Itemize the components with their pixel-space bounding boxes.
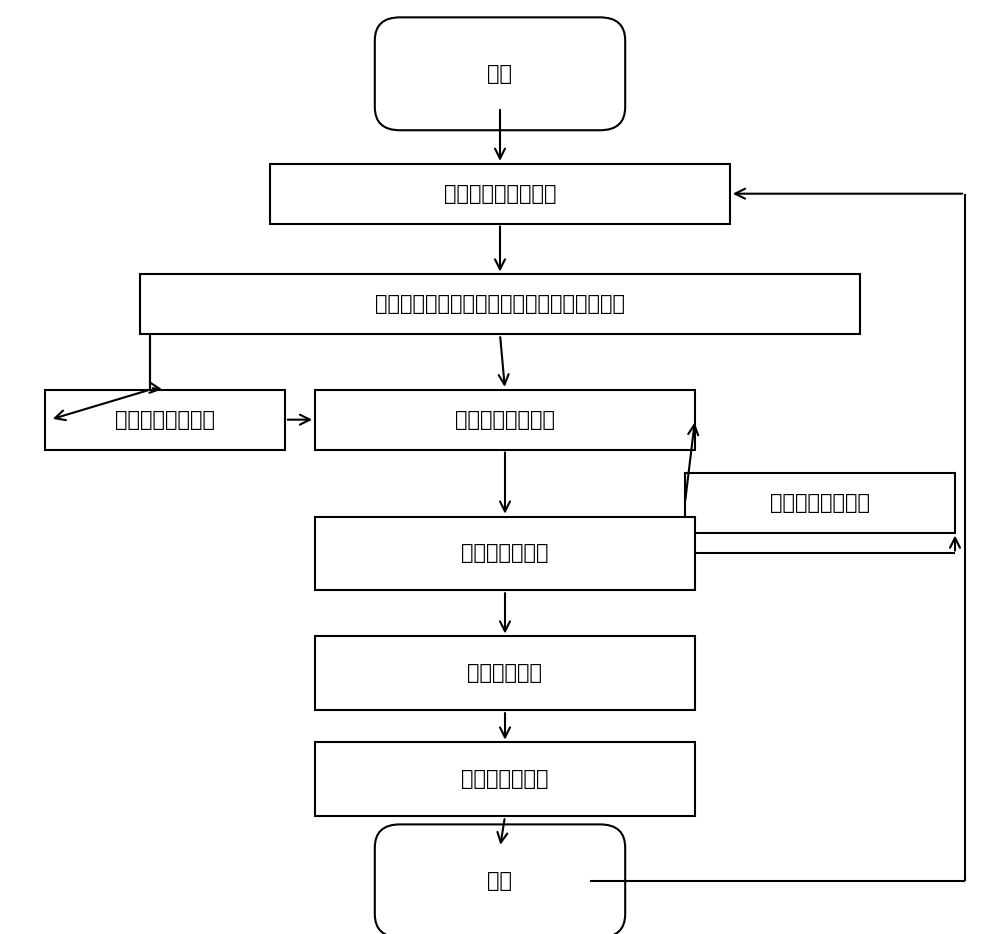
FancyBboxPatch shape <box>315 517 695 590</box>
Text: 车辆目标分析: 车辆目标分析 <box>468 663 542 684</box>
Text: 运动目标预处理: 运动目标预处理 <box>461 544 549 563</box>
FancyBboxPatch shape <box>315 743 695 816</box>
FancyBboxPatch shape <box>315 636 695 710</box>
Text: 车辆统计并输出: 车辆统计并输出 <box>461 770 549 789</box>
Text: 设置横向主副双虚拟检测线和纵向虚拟检测线: 设置横向主副双虚拟检测线和纵向虚拟检测线 <box>375 294 625 315</box>
Text: 开始: 开始 <box>488 64 512 84</box>
FancyBboxPatch shape <box>375 18 625 130</box>
FancyBboxPatch shape <box>315 389 695 449</box>
Text: 自适应的背景更新: 自适应的背景更新 <box>770 492 870 513</box>
FancyBboxPatch shape <box>140 275 860 334</box>
FancyBboxPatch shape <box>270 163 730 223</box>
FancyBboxPatch shape <box>685 473 955 532</box>
Text: 采集并输入视频图像: 采集并输入视频图像 <box>444 184 556 204</box>
FancyBboxPatch shape <box>375 825 625 934</box>
FancyBboxPatch shape <box>45 389 285 449</box>
Text: 第一次初始化背景: 第一次初始化背景 <box>115 410 215 430</box>
Text: 背景差求运动目标: 背景差求运动目标 <box>455 410 555 430</box>
Text: 结束: 结束 <box>488 870 512 891</box>
